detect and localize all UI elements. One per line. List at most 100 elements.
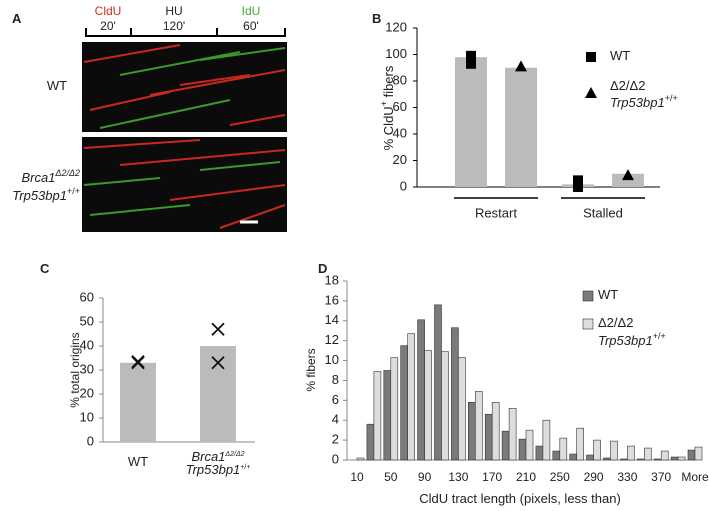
bar bbox=[660, 450, 669, 461]
bar bbox=[455, 57, 487, 188]
y-tick-label: 80 bbox=[393, 72, 407, 87]
bar bbox=[687, 449, 696, 461]
row-label-part: Δ2/Δ2 bbox=[54, 168, 80, 178]
bar bbox=[627, 445, 635, 461]
legend-label-part: WT bbox=[610, 48, 630, 63]
y-tick-label: 40 bbox=[80, 337, 94, 352]
y-axis-label: % CldU+ fibers bbox=[379, 65, 396, 150]
point-marker bbox=[515, 60, 527, 72]
y-tick-label: 50 bbox=[80, 313, 94, 328]
y-tick-label: 8 bbox=[332, 372, 339, 387]
x-tick-label: 330 bbox=[617, 470, 637, 484]
legend-label: WT bbox=[610, 48, 630, 63]
panel-letter-part: A bbox=[12, 11, 22, 26]
x-tick-label-part: +/+ bbox=[240, 464, 250, 471]
x-tick-label-part: Δ2/Δ2 bbox=[224, 451, 244, 458]
x-tick-label: 250 bbox=[550, 470, 570, 484]
bar bbox=[535, 445, 544, 461]
bar bbox=[653, 458, 662, 461]
phase-duration-part: 60' bbox=[243, 19, 259, 33]
timeline bbox=[85, 28, 286, 37]
legend-marker bbox=[586, 52, 596, 62]
bar bbox=[586, 454, 594, 461]
point-marker bbox=[466, 58, 476, 69]
y-tick-label: 20 bbox=[80, 385, 94, 400]
bar bbox=[400, 345, 409, 461]
y-tick-label: 40 bbox=[393, 125, 407, 140]
point-marker bbox=[131, 356, 145, 370]
bar bbox=[593, 439, 601, 461]
bar bbox=[434, 304, 442, 461]
panel-letter: B bbox=[372, 11, 381, 26]
x-tick-label: 10 bbox=[350, 470, 364, 484]
y-axis-label-part: + bbox=[379, 101, 389, 106]
legend-label: Trp53bp1+/+ bbox=[610, 93, 678, 110]
bar bbox=[407, 333, 416, 461]
bar bbox=[643, 447, 652, 461]
y-tick-label: 10 bbox=[325, 352, 339, 367]
phase-label: CldU bbox=[95, 4, 122, 18]
row-label: WT bbox=[47, 78, 67, 93]
bar bbox=[508, 407, 517, 461]
legend-label-part: Δ2/Δ2 bbox=[598, 315, 633, 330]
bar bbox=[670, 456, 679, 461]
legend-label-part: Trp53bp1 bbox=[610, 95, 665, 110]
phase-label: IdU bbox=[242, 4, 261, 18]
y-tick-label: 0 bbox=[332, 451, 339, 466]
x-axis-label-part: CldU tract length (pixels, less than) bbox=[419, 491, 621, 506]
bar bbox=[417, 319, 425, 461]
bar bbox=[694, 446, 703, 461]
legend-marker bbox=[585, 87, 597, 98]
x-tick-label-part: Trp53bp1 bbox=[186, 462, 241, 477]
x-tick-label: Restart bbox=[475, 205, 517, 220]
bar bbox=[636, 458, 645, 461]
panel-letter: A bbox=[12, 11, 22, 26]
legend-label: Δ2/Δ2 bbox=[598, 315, 633, 330]
bar bbox=[505, 67, 537, 187]
y-axis-label-part: fibers bbox=[381, 65, 396, 101]
y-axis-label-part: % CldU bbox=[381, 106, 396, 150]
panel-letter-part: B bbox=[372, 11, 381, 26]
bar bbox=[200, 346, 236, 442]
y-tick-label: 60 bbox=[393, 99, 407, 114]
legend-label-part: +/+ bbox=[653, 331, 666, 341]
microscopy bbox=[82, 28, 287, 232]
y-tick-label: 10 bbox=[80, 409, 94, 424]
bar bbox=[569, 453, 578, 461]
x-tick-label: More bbox=[681, 470, 709, 484]
row-label-part: WT bbox=[47, 78, 67, 93]
legend-swatch bbox=[582, 318, 594, 330]
panel-letter: C bbox=[40, 261, 50, 276]
legend-label: Δ2/Δ2 bbox=[610, 78, 645, 93]
x-tick-label: 290 bbox=[584, 470, 604, 484]
y-axis-label-part: % fibers bbox=[304, 348, 318, 391]
bar bbox=[501, 430, 510, 461]
y-tick-label: 0 bbox=[400, 178, 407, 193]
phase-label-part: HU bbox=[165, 4, 182, 18]
bar bbox=[366, 423, 375, 461]
bar bbox=[451, 327, 459, 461]
phase-label-part: CldU bbox=[95, 4, 122, 18]
panel-letter-part: C bbox=[40, 261, 50, 276]
row-label-part: +/+ bbox=[67, 186, 80, 196]
phase-duration: 20' bbox=[100, 19, 116, 33]
bar bbox=[620, 458, 628, 461]
phase-duration-part: 20' bbox=[100, 19, 116, 33]
legend-label-part: +/+ bbox=[665, 93, 678, 103]
y-tick-label: 0 bbox=[87, 433, 94, 448]
panel-letter: D bbox=[318, 261, 327, 276]
x-tick-label: 210 bbox=[516, 470, 536, 484]
y-tick-label: 120 bbox=[385, 19, 407, 34]
y-tick-label: 4 bbox=[332, 412, 339, 427]
bar bbox=[424, 350, 432, 461]
bar bbox=[576, 427, 585, 461]
x-tick-label-part: WT bbox=[128, 454, 148, 469]
x-tick-label: Brca1Δ2/Δ2 bbox=[191, 449, 244, 464]
point-marker bbox=[211, 322, 225, 336]
image-wt bbox=[82, 42, 287, 132]
phase-label-part: IdU bbox=[242, 4, 261, 18]
y-tick-label: 60 bbox=[80, 289, 94, 304]
y-tick-label: 16 bbox=[325, 292, 339, 307]
x-tick-label: Stalled bbox=[583, 205, 623, 220]
